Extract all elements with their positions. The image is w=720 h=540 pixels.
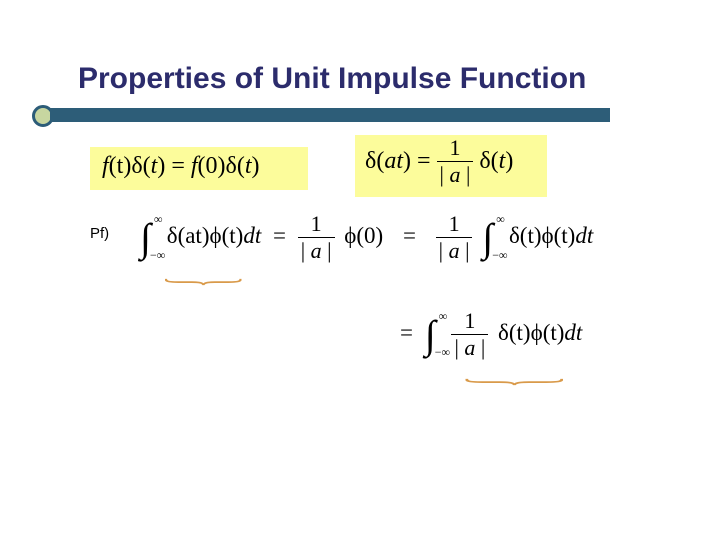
- frac-1-over-a-3: 1 | a |: [451, 310, 488, 359]
- equation-scaling-property: δ(at) = 1 | a | δ(t): [355, 135, 547, 197]
- integral-sign-2: ∫∞−∞: [482, 214, 493, 261]
- frac-1-over-a-1: 1 | a |: [298, 213, 335, 262]
- equation-sampling-property: f(t)δ(t) = f(0)δ(t): [90, 147, 308, 190]
- underbrace-1: }: [153, 277, 259, 287]
- slide-title: Properties of Unit Impulse Function: [78, 62, 586, 96]
- eq1-text: f(t)δ(t) = f(0)δ(t): [102, 153, 260, 179]
- proof-label: Pf): [90, 225, 109, 242]
- eq2-text: δ(at) = 1 | a | δ(t): [365, 137, 513, 186]
- proof-line-2: = ∫∞−∞ 1 | a | δ(t)ϕ(t)dt: [400, 310, 582, 359]
- integral-sign-3: ∫∞−∞: [425, 311, 436, 358]
- underbrace-2: }: [451, 377, 585, 387]
- title-underline-bar: [50, 108, 610, 122]
- frac-1-over-a-2: 1 | a |: [436, 213, 473, 262]
- integral-sign-1: ∫∞−∞: [140, 214, 151, 261]
- proof-line-1: ∫∞−∞ δ(at)ϕ(t)dt = 1 | a | ϕ(0) = 1 | a …: [140, 213, 593, 262]
